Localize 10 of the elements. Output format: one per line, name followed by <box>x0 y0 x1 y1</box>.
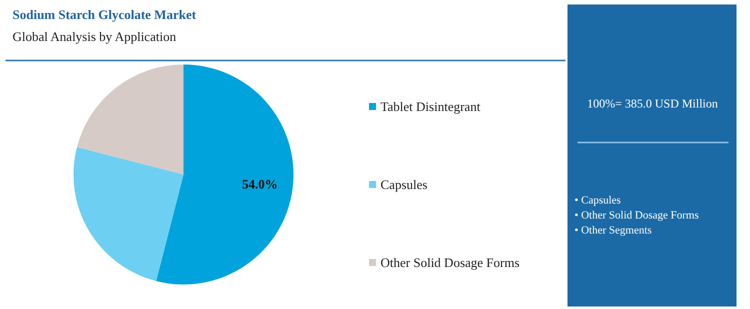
text: • Capsules <box>574 194 621 206</box>
data-label: 54.0% <box>242 176 278 192</box>
chart-title: Sodium Starch Glycolate Market <box>12 7 197 22</box>
text: 100%= 385.0 USD Million <box>587 96 718 110</box>
legend-label: Capsules <box>380 177 428 192</box>
text: • Other Solid Dosage Forms <box>574 210 699 222</box>
text: • Other Segments <box>574 224 652 236</box>
legend-label: Other Solid Dosage Forms <box>380 255 520 270</box>
legend-label: Tablet Disintegrant <box>380 99 481 114</box>
chart-subtitle: Global Analysis by Application <box>12 29 177 44</box>
